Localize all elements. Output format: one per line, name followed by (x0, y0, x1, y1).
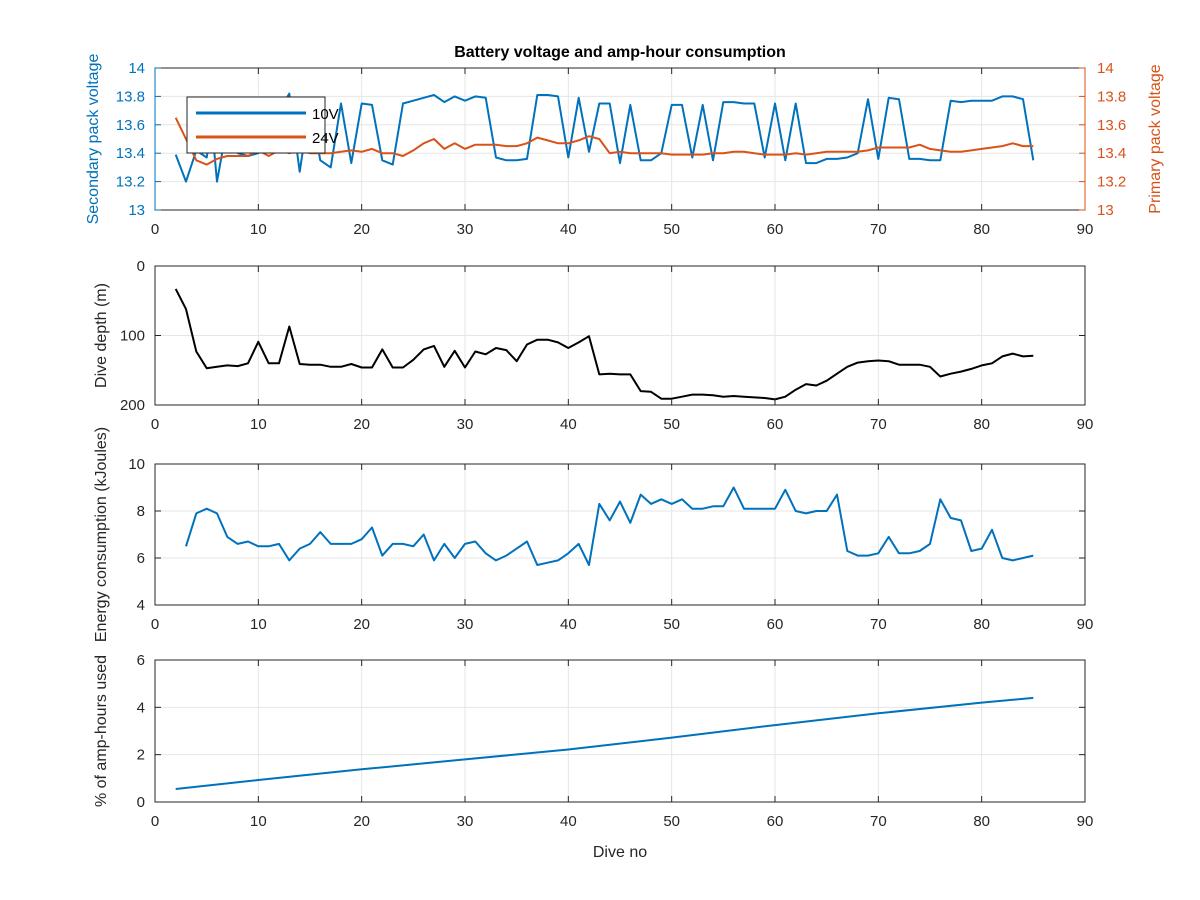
x-tick-label: 90 (1077, 416, 1094, 433)
panel-1: 0 10 20 30 40 50 60 70 80 901313.213.413.613.8141… (85, 54, 1164, 238)
x-tick-label: 40 (560, 416, 577, 433)
y-tick-label: 8 (137, 503, 145, 520)
x-tick-label: 30 (457, 416, 474, 433)
y-tick-label: 13 (128, 202, 145, 219)
x-tick-label: 40 (560, 813, 577, 830)
x-tick-label: 0 (151, 416, 159, 433)
panel-3: 0 10 20 30 40 50 60 70 80 90 4 6 8 10 Energy consumpti… (93, 427, 1093, 642)
x-tick-label: 80 (973, 416, 990, 433)
y-tick-label: 100 (120, 328, 145, 345)
x-tick-label: 40 (560, 616, 577, 633)
y-tick-label: 2 (137, 747, 145, 764)
series-line-2 (174, 288, 1034, 401)
x-tick-label: 20 (353, 221, 370, 238)
x-tick-label: 10 (250, 416, 267, 433)
x-tick-label: 10 (250, 616, 267, 633)
x-tick-label: 90 (1077, 221, 1094, 238)
panel-4: 0 10 20 30 40 50 60 70 80 90 0 2 4 6 % of amp-hours us… (93, 652, 1093, 861)
x-tick-label: 60 (767, 221, 784, 238)
y-tick-label: 14 (128, 60, 145, 77)
x-tick-label: 20 (353, 616, 370, 633)
x-tick-label: 90 (1077, 813, 1094, 830)
x-tick-label: 30 (457, 221, 474, 238)
series-line-3 (185, 486, 1034, 566)
x-tick-label: 10 (250, 221, 267, 238)
axes-box (154, 463, 1086, 606)
x-axis-label: Dive no (593, 844, 647, 861)
x-tick-label: 30 (457, 616, 474, 633)
x-tick-label: 70 (870, 416, 887, 433)
y-axis-label: Secondary pack voltage (85, 54, 102, 225)
legend-label-10v: 10V (312, 106, 339, 123)
y-tick-label: 4 (137, 699, 145, 716)
y-tick-label: 6 (137, 652, 145, 669)
x-tick-label: 30 (457, 813, 474, 830)
y-tick-label: 200 (120, 397, 145, 414)
y-tick-label-right: 13.2 (1097, 174, 1126, 191)
x-tick-label: 0 (151, 221, 159, 238)
x-tick-label: 80 (973, 813, 990, 830)
y-tick-label: 13.6 (116, 117, 145, 134)
x-tick-label: 60 (767, 416, 784, 433)
x-tick-label: 20 (353, 813, 370, 830)
y-tick-label-right: 13.4 (1097, 145, 1126, 162)
y-axis-label-right: Primary pack voltage (1147, 64, 1164, 213)
x-tick-label: 20 (353, 416, 370, 433)
y-tick-label: 13.4 (116, 145, 145, 162)
y-tick-label-right: 14 (1097, 60, 1114, 77)
y-tick-label: 10 (128, 456, 145, 473)
x-tick-label: 50 (663, 813, 680, 830)
x-tick-label: 70 (870, 221, 887, 238)
y-tick-label: 6 (137, 550, 145, 567)
x-tick-label: 40 (560, 221, 577, 238)
x-tick-label: 80 (973, 616, 990, 633)
x-tick-label: 10 (250, 813, 267, 830)
panels: 0 10 20 30 40 50 60 70 80 901313.213.413.613.8141… (85, 54, 1164, 861)
axes-box (154, 659, 1086, 803)
y-tick-label: 0 (137, 258, 145, 275)
x-tick-label: 70 (870, 813, 887, 830)
x-tick-label: 60 (767, 813, 784, 830)
y-axis-label: Energy consumption (kJoules) (93, 427, 110, 642)
x-tick-label: 50 (663, 221, 680, 238)
y-tick-label-right: 13.8 (1097, 88, 1126, 105)
x-tick-label: 50 (663, 416, 680, 433)
x-tick-label: 80 (973, 221, 990, 238)
y-tick-label: 4 (137, 597, 145, 614)
y-tick-label-right: 13 (1097, 202, 1114, 219)
x-tick-label: 0 (151, 813, 159, 830)
y-tick-label: 13.8 (116, 88, 145, 105)
y-tick-label-right: 13.6 (1097, 117, 1126, 134)
x-tick-label: 60 (767, 616, 784, 633)
x-tick-label: 90 (1077, 616, 1094, 633)
y-tick-label: 13.2 (116, 174, 145, 191)
x-tick-label: 0 (151, 616, 159, 633)
legend-box (186, 96, 326, 154)
panel-2: 0 10 20 30 40 50 60 70 80 90 0 100 200 Dive depth (m) (93, 258, 1093, 433)
y-axis-label: Dive depth (m) (93, 283, 110, 388)
x-tick-label: 70 (870, 616, 887, 633)
legend-label-24v: 24V (312, 130, 339, 147)
y-axis-label: % of amp-hours used (93, 655, 110, 807)
plot-area (155, 464, 1085, 605)
series-line-4 (175, 696, 1034, 790)
y-tick-label: 0 (137, 794, 145, 811)
x-tick-label: 50 (663, 616, 680, 633)
plot-area (155, 660, 1085, 802)
chart-title: Battery voltage and amp-hour consumption (454, 44, 786, 61)
